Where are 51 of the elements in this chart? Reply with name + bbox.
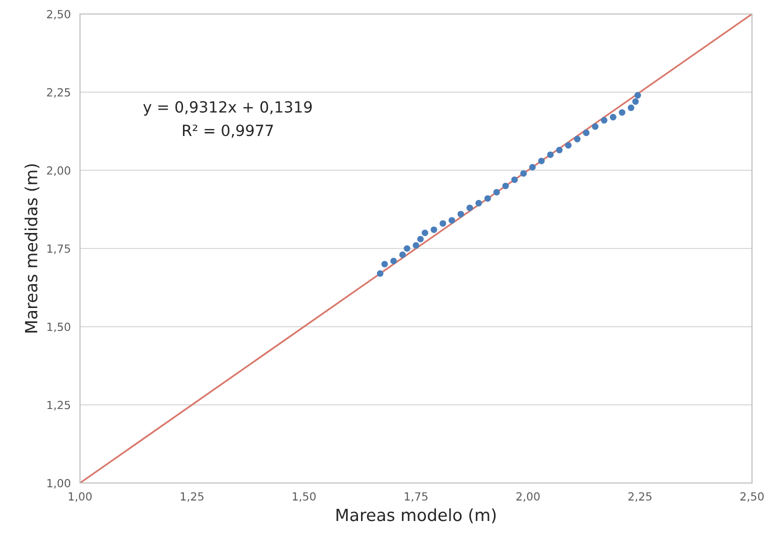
y-tick-label: 1,25 <box>47 400 70 410</box>
point <box>417 236 424 242</box>
point <box>538 158 545 164</box>
point <box>440 220 446 227</box>
y-tick-label: 1,00 <box>47 478 70 489</box>
point <box>574 136 581 142</box>
point <box>493 188 500 196</box>
y-tick-label: 2,00 <box>47 166 70 176</box>
y-tick-label: 1,75 <box>47 244 70 254</box>
x-tick-label: 1,50 <box>292 492 316 502</box>
point <box>422 230 428 236</box>
point <box>466 204 474 212</box>
point <box>618 109 626 116</box>
point <box>634 92 642 99</box>
y-tick-label: 2,25 <box>47 88 70 98</box>
annotation: y = 0,9312x + 0,1319 <box>143 101 312 116</box>
point <box>458 210 464 218</box>
x-tick-label: 1,25 <box>180 492 204 502</box>
annotation: R² = 0,9977 <box>182 124 273 138</box>
x-tick-label: 1,75 <box>404 492 428 502</box>
point <box>399 251 406 258</box>
point <box>610 114 616 120</box>
point <box>484 195 491 202</box>
x-axis-title: Mareas modelo (m) <box>336 508 496 524</box>
point <box>390 258 397 264</box>
point <box>565 142 572 149</box>
point <box>600 117 608 124</box>
x-tick-label: 2,00 <box>516 492 540 502</box>
x-tick-label: 2,50 <box>740 492 764 502</box>
y-tick-label: 2,50 <box>47 10 70 20</box>
point <box>502 182 509 190</box>
point <box>430 226 438 233</box>
point <box>404 245 410 252</box>
point <box>592 123 598 130</box>
point <box>556 146 563 154</box>
point <box>547 151 554 158</box>
point <box>628 104 634 112</box>
point <box>632 98 639 105</box>
point <box>381 260 388 268</box>
x-tick-label: 2,25 <box>628 492 652 502</box>
y-axis-title: Mareas medidas (m) <box>24 164 40 332</box>
point <box>448 217 456 224</box>
point <box>511 176 518 183</box>
point <box>520 170 527 177</box>
point <box>529 164 536 170</box>
point <box>582 130 590 136</box>
y-tick-label: 1,50 <box>47 322 70 332</box>
point <box>475 200 482 206</box>
x-tick-label: 1,00 <box>68 492 92 502</box>
point <box>376 270 384 277</box>
point <box>412 242 420 249</box>
